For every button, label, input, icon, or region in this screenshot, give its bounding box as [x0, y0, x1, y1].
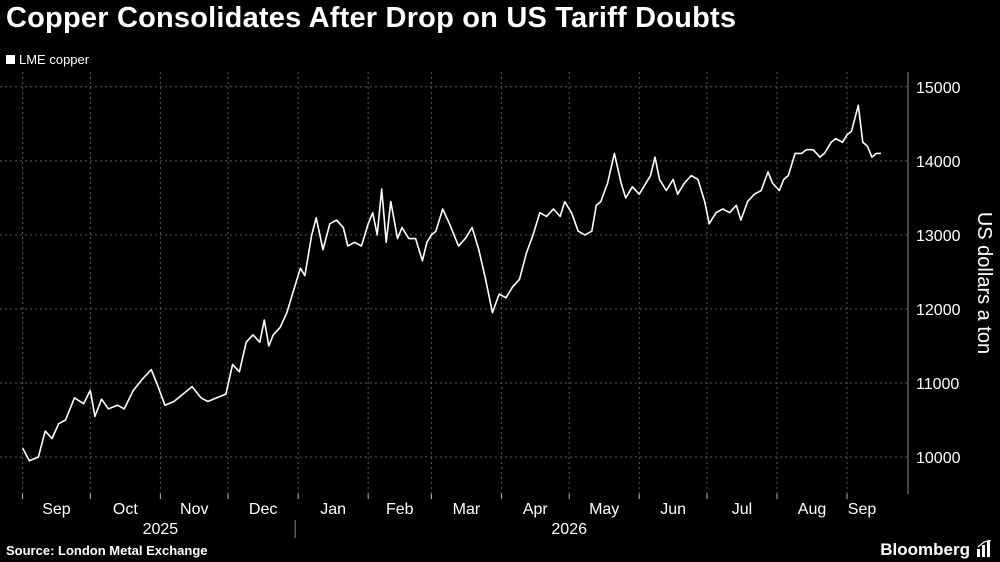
- grid: [0, 72, 908, 494]
- year-label: 2026: [551, 521, 587, 538]
- legend-swatch: [6, 55, 15, 64]
- y-tick-label: 13000: [916, 228, 961, 245]
- legend: LME copper: [6, 52, 89, 67]
- x-tick-label: Mar: [453, 501, 481, 518]
- series-layer: [21, 104, 881, 462]
- x-tick-label: Aug: [798, 501, 826, 518]
- y-tick-label: 12000: [916, 302, 961, 319]
- source-note: Source: London Metal Exchange: [6, 543, 208, 558]
- x-tick-label: May: [589, 501, 619, 518]
- series-line-lme-copper: [21, 104, 881, 462]
- x-tick-label: Apr: [523, 501, 549, 518]
- axes: 10000 11000 12000 13000 14000 15000 Sep Oct Nov D…: [22, 72, 995, 538]
- x-tick-label: Jun: [660, 501, 686, 518]
- chart-title: Copper Consolidates After Drop on US Tar…: [6, 2, 737, 34]
- x-tick-label: Feb: [386, 501, 414, 518]
- y-tick-label: 14000: [916, 154, 961, 171]
- x-tick-label: Jul: [732, 501, 752, 518]
- y-tick-label: 15000: [916, 80, 961, 97]
- y-axis-title: US dollars a ton: [973, 212, 995, 354]
- year-label: 2025: [143, 521, 179, 538]
- y-tick-label: 11000: [916, 376, 959, 393]
- x-tick-label: Oct: [113, 501, 138, 518]
- x-tick-label: Dec: [249, 501, 277, 518]
- x-tick-label: Jan: [320, 501, 346, 518]
- x-tick-label: Sep: [848, 501, 877, 518]
- legend-label: LME copper: [19, 52, 90, 67]
- x-tick-label: Nov: [180, 501, 208, 518]
- brand-logo: Bloomberg: [880, 540, 970, 559]
- y-tick-label: 10000: [916, 450, 961, 467]
- x-tick-label: Sep: [42, 501, 71, 518]
- bloomberg-chart-icon: [977, 540, 992, 557]
